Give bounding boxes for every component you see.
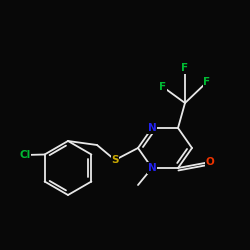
Text: F: F [160,82,166,92]
Text: Cl: Cl [20,150,30,160]
Text: S: S [111,155,119,165]
Text: N: N [148,123,156,133]
Text: F: F [182,63,188,73]
Text: F: F [204,77,210,87]
Text: O: O [206,157,214,167]
Text: N: N [148,163,156,173]
